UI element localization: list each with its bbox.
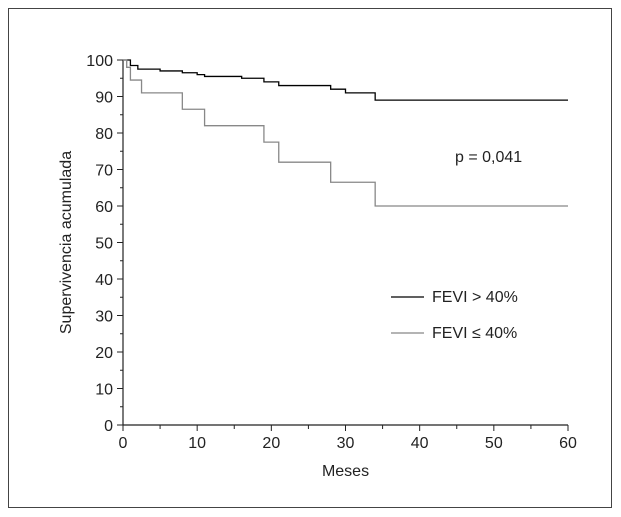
x-tick-label: 0 [119,435,128,452]
x-axis-title: Meses [322,463,369,480]
y-axis-title: Supervivencia acumulada [58,151,75,334]
y-tick-label: 50 [95,236,113,253]
legend-label-1: FEVI > 40% [432,289,518,306]
y-tick-label: 90 [95,90,113,107]
axes: 0 10 20 30 40 50 60 70 80 90 100 0 10 20 30 40 50 60 Meses… [58,53,577,480]
y-tick-label: 20 [95,345,113,362]
y-tick-label: 80 [95,126,113,143]
y-tick-label: 70 [95,163,113,180]
y-tick-label: 10 [95,382,113,399]
y-tick-label: 100 [86,53,113,70]
x-tick-label: 10 [188,435,206,452]
series-layer [123,59,568,207]
legend-label-2: FEVI ≤ 40% [432,325,517,342]
y-tick-label: 0 [104,418,113,435]
x-tick-label: 50 [485,435,503,452]
y-tick-label: 40 [95,272,113,289]
x-tick-label: 20 [262,435,280,452]
legend: FEVI > 40% FEVI ≤ 40% [391,289,518,342]
p-value-annotation: p = 0,041 [455,149,522,166]
series-line-2 [123,59,568,207]
series-line-1 [123,59,568,101]
y-tick-label: 30 [95,309,113,326]
x-tick-label: 40 [411,435,429,452]
x-tick-label: 60 [559,435,577,452]
x-tick-label: 30 [337,435,355,452]
y-tick-label: 60 [95,199,113,216]
